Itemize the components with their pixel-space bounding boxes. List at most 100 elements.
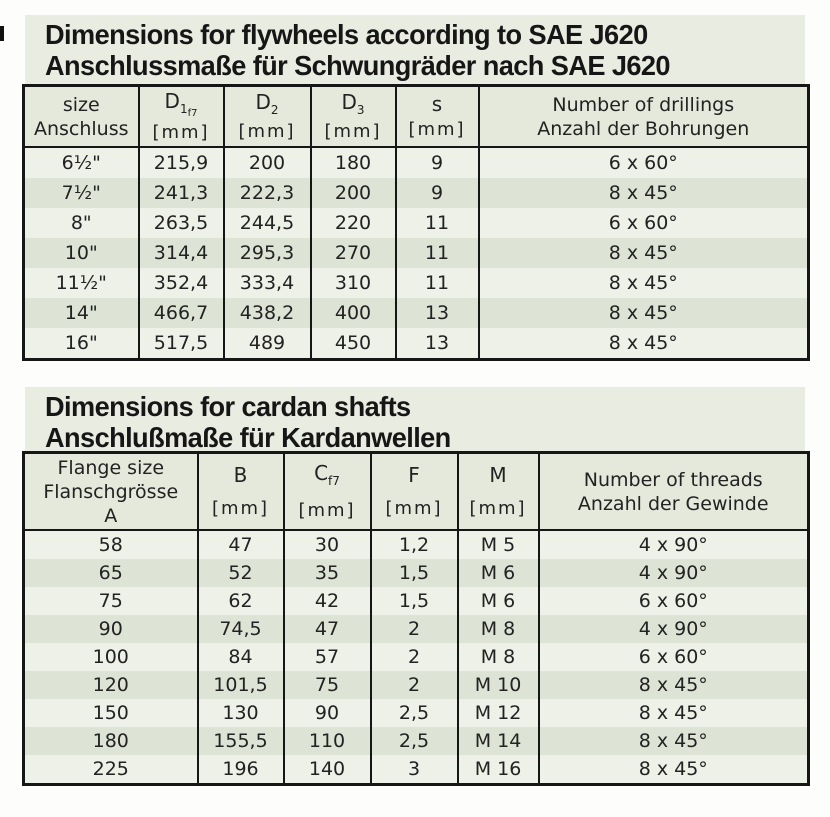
table-cell: 47 <box>282 615 372 643</box>
table-cell: M 5 <box>456 530 540 559</box>
table-cell: 2 <box>369 671 459 699</box>
unit-label: [mm] <box>298 499 356 521</box>
table-cell: 120 <box>22 671 199 699</box>
table-cell: 75 <box>22 587 199 615</box>
dim-subscript-2: f7 <box>187 108 198 119</box>
table-row: 225 196 140 3 M 16 8 x 45° <box>22 755 810 785</box>
column-header-d1f7: D1f7 [mm] <box>137 85 225 148</box>
table-cell: 6½" <box>22 147 140 178</box>
table-cell: 352,4 <box>137 268 225 298</box>
table-cell: 6 x 60° <box>537 643 810 671</box>
unit-label: [mm] <box>152 122 210 143</box>
flywheel-title-german: Anschlussmaße für Schwungräder nach SAE … <box>45 50 671 81</box>
dim-subscript: f7 <box>328 474 340 489</box>
cardan-header-row: Flange size Flanschgrösse A B [mm] Cf7 [… <box>22 452 810 531</box>
flywheel-header-row: size Anschluss D1f7 [mm] D2 [mm] D3 <box>22 85 810 148</box>
dim-symbol: D <box>255 90 271 115</box>
column-header-flange-size: Flange size Flanschgrösse A <box>22 452 199 531</box>
table-row: 6½" 215,9 200 180 9 6 x 60° <box>22 147 810 178</box>
table-cell: 8 x 45° <box>477 328 810 360</box>
table-cell: 6 x 60° <box>537 587 810 615</box>
column-header-s: s [mm] <box>394 85 480 148</box>
column-header-f: F [mm] <box>369 452 459 531</box>
table-cell: 1,2 <box>369 530 459 559</box>
table-cell: 8 x 45° <box>537 699 810 727</box>
table-cell: 11 <box>394 268 480 298</box>
table-cell: 220 <box>309 208 397 238</box>
table-cell: 150 <box>22 699 199 727</box>
dim-subscript: 2 <box>270 103 279 118</box>
unit-label: [mm] <box>469 497 527 519</box>
table-cell: 4 x 90° <box>537 559 810 587</box>
table-cell: 11 <box>394 208 480 238</box>
table-cell: 8 x 45° <box>477 238 810 268</box>
table-cell: 196 <box>196 755 285 785</box>
table-cell: 62 <box>196 587 285 615</box>
table-cell: 4 x 90° <box>537 615 810 643</box>
table-cell: 74,5 <box>196 615 285 643</box>
table-cell: M 12 <box>456 699 540 727</box>
table-cell: 16" <box>22 328 140 360</box>
table-cell: 6 x 60° <box>477 208 810 238</box>
table-cell: 2 <box>369 615 459 643</box>
table-cell: 8 x 45° <box>477 268 810 298</box>
table-cell: M 8 <box>456 643 540 671</box>
dim-symbol: F <box>408 463 420 488</box>
table-cell: 517,5 <box>137 328 225 360</box>
table-row: 180 155,5 110 2,5 M 14 8 x 45° <box>22 727 810 755</box>
column-header-size: size Anschluss <box>22 85 140 148</box>
flywheel-table-body: 6½" 215,9 200 180 9 6 x 60° 7½" 241,3 222,3 200 9 8… <box>22 147 810 360</box>
table-row: 11½" 352,4 333,4 310 11 8 x 45° <box>22 268 810 298</box>
dim-symbol: C <box>314 461 329 486</box>
table-cell: 8 x 45° <box>537 755 810 785</box>
unit-label: [mm] <box>324 120 382 142</box>
table-row: 7½" 241,3 222,3 200 9 8 x 45° <box>22 178 810 208</box>
cardan-title-english: Dimensions for cardan shafts <box>45 391 411 422</box>
unit-label: [mm] <box>211 497 270 519</box>
table-row: 8" 263,5 244,5 220 11 6 x 60° <box>22 208 810 238</box>
table-cell: 314,4 <box>137 238 225 268</box>
dim-symbol: D <box>164 89 180 113</box>
column-header-d3: D3 [mm] <box>309 85 397 148</box>
table-cell: 58 <box>22 530 199 559</box>
table-cell: 2,5 <box>369 727 459 755</box>
table-cell: 14" <box>22 298 140 328</box>
table-cell: 438,2 <box>222 298 312 328</box>
table-row: 10" 314,4 295,3 270 11 8 x 45° <box>22 238 810 268</box>
header-line: Flange size <box>57 456 165 479</box>
table-cell: 8 x 45° <box>537 671 810 699</box>
dim-symbol: s <box>431 92 443 117</box>
table-cell: 225 <box>22 755 199 785</box>
table-cell: 155,5 <box>196 727 285 755</box>
table-row: 16" 517,5 489 450 13 8 x 45° <box>22 328 810 360</box>
header-line: size <box>62 93 100 116</box>
table-cell: 489 <box>222 328 312 360</box>
table-cell: 400 <box>309 298 397 328</box>
dim-symbol: D <box>341 90 357 115</box>
table-cell: 11½" <box>22 268 140 298</box>
table-cell: M 6 <box>456 559 540 587</box>
table-cell: 244,5 <box>222 208 312 238</box>
flywheel-title-english: Dimensions for flywheels according to SA… <box>45 19 648 50</box>
table-cell: 180 <box>309 147 397 178</box>
table-cell: 52 <box>196 559 285 587</box>
scan-artifact <box>0 26 4 41</box>
table-cell: M 6 <box>456 587 540 615</box>
dim-symbol: M <box>489 463 507 488</box>
table-cell: 3 <box>369 755 459 785</box>
column-header-drillings: Number of drillings Anzahl der Bohrungen <box>477 85 810 148</box>
cardan-section-title: Dimensions for cardan shafts Anschlußmaß… <box>25 387 805 453</box>
table-row: 150 130 90 2,5 M 12 8 x 45° <box>22 699 810 727</box>
table-cell: 180 <box>22 727 199 755</box>
table-cell: 7½" <box>22 178 140 208</box>
table-cell: M 8 <box>456 615 540 643</box>
table-cell: 2,5 <box>369 699 459 727</box>
column-header-cf7: Cf7 [mm] <box>282 452 372 531</box>
column-header-threads: Number of threads Anzahl der Gewinde <box>537 452 810 531</box>
table-cell: 130 <box>196 699 285 727</box>
